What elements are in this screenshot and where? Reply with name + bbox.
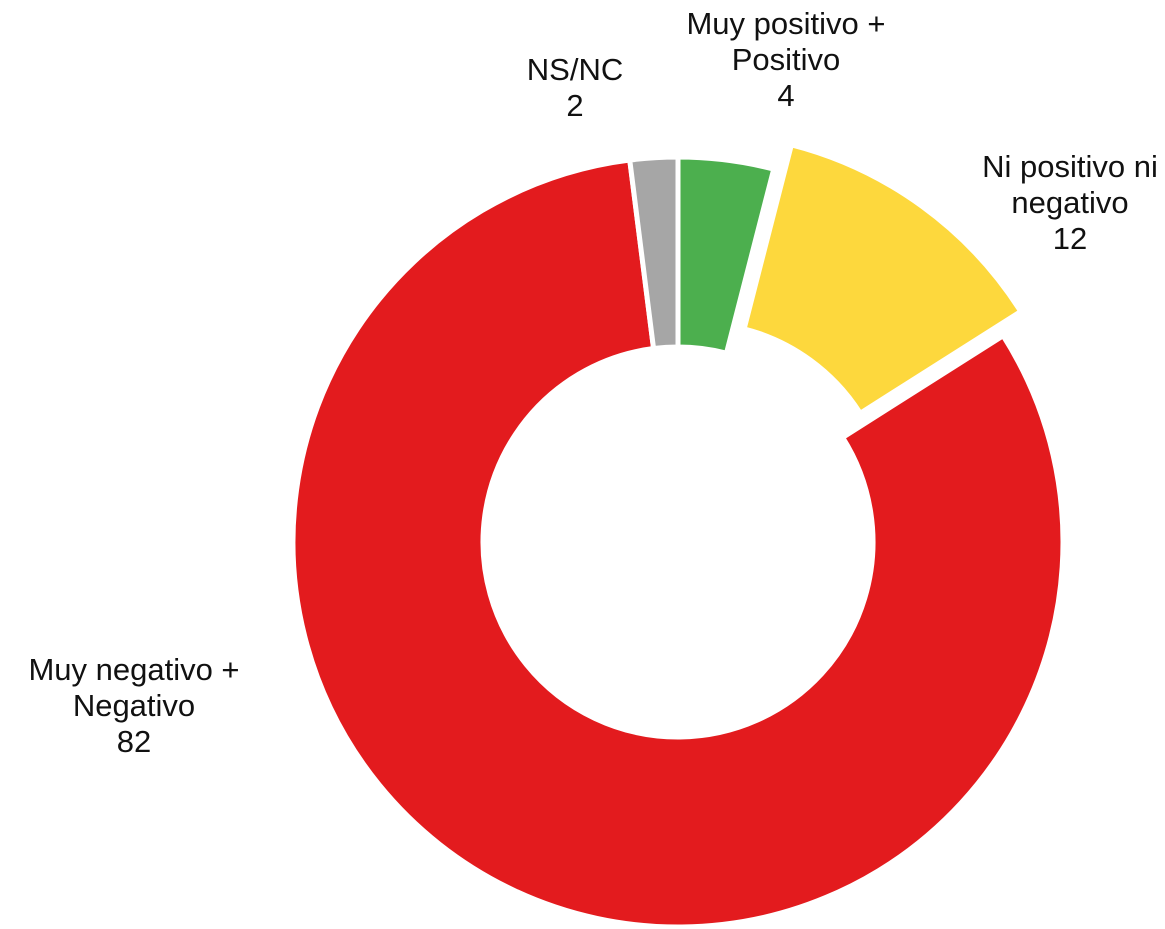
slice-value-positive: 4 — [777, 78, 795, 113]
donut-slice-0 — [675, 154, 777, 357]
slice-label-neutral-line-1: Ni positivo ni — [982, 149, 1158, 184]
slice-label-neutral-line-2: negativo — [1011, 185, 1129, 220]
donut-slices — [290, 141, 1066, 929]
donut-slice-3 — [626, 154, 681, 352]
donut-slice-1 — [741, 141, 1025, 417]
donut-slice-2 — [290, 157, 1066, 929]
slice-label-positive-line-1: Muy positivo + — [686, 6, 886, 41]
slice-label-neutral: Ni positivo ni negativo 12 — [940, 149, 1165, 257]
slice-label-negative: Muy negativo + Negativo 82 — [4, 652, 264, 760]
slice-label-ns-nc-line-1: NS/NC — [526, 52, 624, 87]
slice-value-neutral: 12 — [1052, 221, 1088, 256]
slice-label-positive: Muy positivo + Positivo 4 — [656, 6, 916, 114]
slice-value-negative: 82 — [116, 724, 152, 759]
slice-label-negative-line-2: Negativo — [72, 688, 196, 723]
slice-value-ns-nc: 2 — [566, 88, 584, 123]
slice-label-ns-nc: NS/NC 2 — [445, 52, 705, 124]
slice-label-positive-line-2: Positivo — [731, 42, 841, 77]
slice-label-negative-line-1: Muy negativo + — [28, 652, 240, 687]
